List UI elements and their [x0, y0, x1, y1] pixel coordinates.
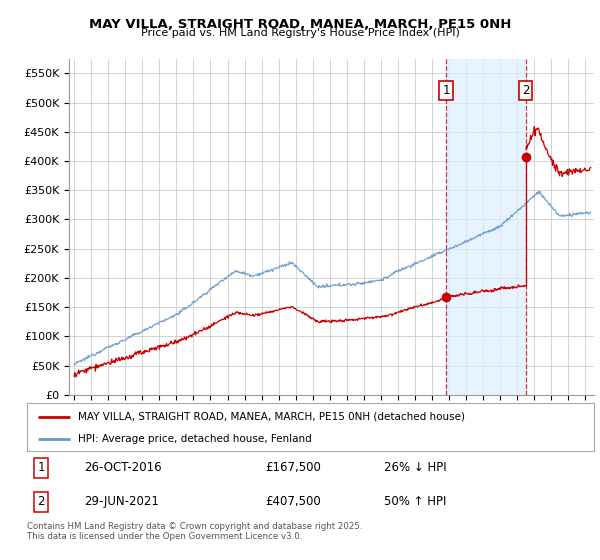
Text: 29-JUN-2021: 29-JUN-2021	[84, 496, 158, 508]
Text: 26% ↓ HPI: 26% ↓ HPI	[384, 461, 447, 474]
Text: £407,500: £407,500	[265, 496, 321, 508]
Text: 2: 2	[522, 85, 529, 97]
Text: MAY VILLA, STRAIGHT ROAD, MANEA, MARCH, PE15 0NH (detached house): MAY VILLA, STRAIGHT ROAD, MANEA, MARCH, …	[78, 412, 465, 422]
Text: 26-OCT-2016: 26-OCT-2016	[84, 461, 161, 474]
Text: 1: 1	[37, 461, 45, 474]
Bar	[446, 59, 526, 395]
Text: HPI: Average price, detached house, Fenland: HPI: Average price, detached house, Fenl…	[78, 434, 312, 444]
Text: £167,500: £167,500	[265, 461, 321, 474]
Text: 1: 1	[442, 85, 450, 97]
Text: Price paid vs. HM Land Registry's House Price Index (HPI): Price paid vs. HM Land Registry's House …	[140, 28, 460, 38]
Text: 2: 2	[37, 496, 45, 508]
Text: 50% ↑ HPI: 50% ↑ HPI	[384, 496, 446, 508]
Text: MAY VILLA, STRAIGHT ROAD, MANEA, MARCH, PE15 0NH: MAY VILLA, STRAIGHT ROAD, MANEA, MARCH, …	[89, 18, 511, 31]
Text: Contains HM Land Registry data © Crown copyright and database right 2025.
This d: Contains HM Land Registry data © Crown c…	[27, 522, 362, 542]
